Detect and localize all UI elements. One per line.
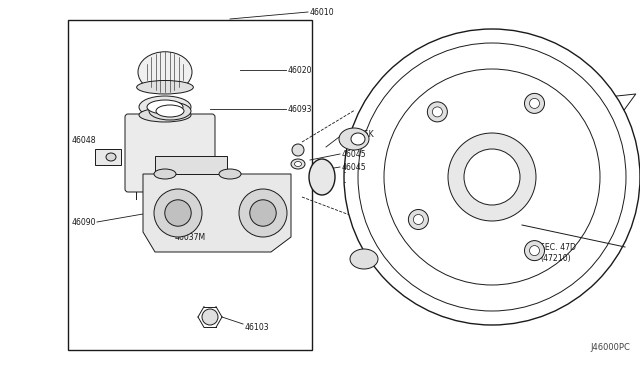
Ellipse shape <box>154 169 176 179</box>
Text: 46010: 46010 <box>310 7 335 16</box>
Circle shape <box>448 133 536 221</box>
Text: 46037M: 46037M <box>175 232 206 241</box>
Circle shape <box>344 29 640 325</box>
Ellipse shape <box>139 96 191 118</box>
Circle shape <box>358 43 626 311</box>
Circle shape <box>165 200 191 226</box>
Text: (47210): (47210) <box>540 254 571 263</box>
Ellipse shape <box>291 159 305 169</box>
FancyBboxPatch shape <box>125 114 215 192</box>
Ellipse shape <box>156 105 184 117</box>
Text: 46045: 46045 <box>342 163 367 171</box>
Text: J46000PC: J46000PC <box>590 343 630 352</box>
Circle shape <box>239 189 287 237</box>
Circle shape <box>428 102 447 122</box>
Circle shape <box>529 98 540 108</box>
Text: 46020: 46020 <box>288 65 312 74</box>
Ellipse shape <box>351 133 365 145</box>
Circle shape <box>384 69 600 285</box>
Ellipse shape <box>219 169 241 179</box>
Text: 46048: 46048 <box>72 135 97 144</box>
Ellipse shape <box>139 108 191 122</box>
Text: 46093: 46093 <box>288 105 312 113</box>
Text: 46015K: 46015K <box>345 129 374 138</box>
Ellipse shape <box>294 161 301 167</box>
Polygon shape <box>143 174 291 252</box>
Circle shape <box>525 241 545 261</box>
Circle shape <box>292 144 304 156</box>
Circle shape <box>464 149 520 205</box>
Ellipse shape <box>350 249 378 269</box>
Circle shape <box>525 93 545 113</box>
Text: 46103: 46103 <box>245 323 269 331</box>
Ellipse shape <box>309 159 335 195</box>
Circle shape <box>413 215 424 224</box>
Text: 46045: 46045 <box>342 150 367 158</box>
Circle shape <box>433 107 442 117</box>
Ellipse shape <box>138 52 192 92</box>
Bar <box>68 20 312 350</box>
Circle shape <box>154 189 202 237</box>
Ellipse shape <box>137 80 193 94</box>
Text: 46090: 46090 <box>72 218 97 227</box>
Bar <box>155 156 227 174</box>
Circle shape <box>250 200 276 226</box>
Circle shape <box>408 209 428 230</box>
Bar <box>95 149 121 165</box>
Circle shape <box>529 246 540 256</box>
Ellipse shape <box>149 102 191 120</box>
Ellipse shape <box>106 153 116 161</box>
Ellipse shape <box>339 128 369 150</box>
Text: SEC. 47D: SEC. 47D <box>540 243 576 251</box>
Circle shape <box>202 309 218 325</box>
Ellipse shape <box>147 100 183 114</box>
